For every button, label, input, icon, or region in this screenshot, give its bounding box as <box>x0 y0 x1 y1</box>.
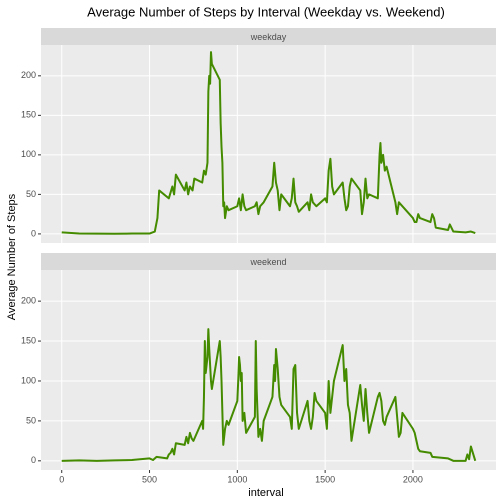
y-tick-label: 100 <box>21 149 36 159</box>
panel <box>41 45 496 243</box>
strip <box>41 253 496 270</box>
chart-title: Average Number of Steps by Interval (Wee… <box>87 4 445 19</box>
y-tick-label: 0 <box>31 455 36 465</box>
y-tick-label: 150 <box>21 335 36 345</box>
x-axis-label: interval <box>248 487 283 499</box>
x-tick-label: 0 <box>59 474 64 484</box>
y-tick-label: 0 <box>31 228 36 238</box>
x-tick-label: 2000 <box>403 474 423 484</box>
strip-label: weekend <box>249 257 286 267</box>
x-tick-label: 1000 <box>227 474 247 484</box>
y-tick-label: 50 <box>26 415 36 425</box>
y-axis-label: Average Number of Steps <box>6 193 18 320</box>
line <box>61 328 477 462</box>
y-tick-label: 100 <box>21 375 36 385</box>
y-tick-label: 200 <box>21 296 36 306</box>
y-tick-label: 50 <box>26 189 36 199</box>
strip <box>41 28 496 45</box>
strip-label: weekday <box>250 32 287 42</box>
line <box>61 51 476 235</box>
y-tick-label: 200 <box>21 70 36 80</box>
y-tick-label: 150 <box>21 110 36 120</box>
x-tick-label: 1500 <box>315 474 335 484</box>
panel <box>41 270 496 470</box>
x-tick-label: 500 <box>142 474 157 484</box>
